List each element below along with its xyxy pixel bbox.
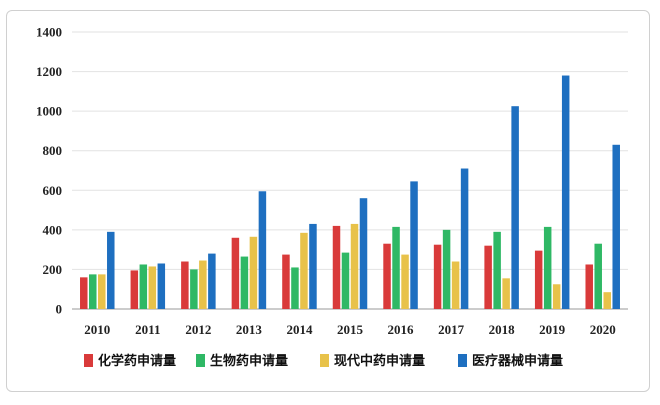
legend-swatch [320, 354, 329, 367]
bar-4-2011 [157, 263, 166, 309]
chart-frame [6, 10, 650, 392]
bar-2-2013 [240, 256, 249, 309]
bar-3-2018 [502, 278, 510, 309]
y-tick-label: 800 [43, 143, 63, 158]
bar-4-2016 [410, 181, 418, 309]
y-tick-label: 1400 [36, 25, 62, 40]
x-tick-label: 2017 [438, 322, 465, 337]
bar-4-2019 [561, 75, 570, 310]
x-tick-label: 2019 [539, 322, 566, 337]
y-tick-label: 600 [43, 183, 63, 198]
bar-1-2012 [181, 261, 189, 309]
legend-swatch [84, 354, 93, 367]
x-tick-label: 2010 [84, 322, 110, 337]
legend-label: 医疗器械申请量 [472, 353, 563, 369]
x-tick-label: 2016 [388, 322, 415, 337]
legend-item: 现代中药申请量 [320, 353, 425, 369]
bar-1-2013 [231, 237, 240, 309]
bar-1-2018 [484, 245, 492, 309]
bar-1-2016 [383, 243, 391, 309]
bar-3-2011 [148, 266, 157, 309]
legend-swatch [458, 354, 467, 367]
x-tick-label: 2014 [286, 322, 313, 337]
bar-4-2017 [460, 168, 469, 309]
bar-1-2020 [585, 264, 593, 309]
x-tick-label: 2013 [236, 322, 263, 337]
legend-label: 化学药申请量 [98, 353, 176, 369]
bar-2-2016 [392, 226, 400, 309]
bar-2-2020 [594, 243, 602, 309]
x-axis: 2010 2011 2012 2013 2014 2015 2016 2017 2018 2019… [84, 322, 615, 337]
bar-3-2012 [199, 260, 207, 309]
bar-1-2017 [433, 244, 442, 309]
bar-3-2014 [300, 232, 308, 309]
legend-swatch [196, 354, 205, 367]
legend-item: 化学药申请量 [84, 353, 176, 369]
bar-1-2019 [534, 250, 543, 309]
bar-3-2015 [350, 223, 359, 309]
bar-3-2010 [98, 274, 106, 309]
bar-2-2012 [190, 269, 198, 309]
bar-4-2015 [359, 198, 368, 309]
legend-label: 现代中药申请量 [334, 353, 425, 369]
bars [80, 75, 620, 310]
bar-3-2017 [451, 261, 460, 309]
legend: 化学药申请量 生物药申请量 现代中药申请量 医疗器械申请量 [84, 353, 563, 369]
bar-4-2014 [309, 223, 317, 309]
y-tick-label: 400 [43, 222, 63, 237]
legend-label: 生物药申请量 [210, 353, 288, 369]
bar-3-2016 [401, 254, 409, 309]
bar-4-2010 [107, 231, 115, 309]
y-axis: 0 200 400 600 800 1000 1200 1400 [36, 25, 62, 317]
bar-3-2019 [552, 284, 561, 309]
x-tick-label: 2015 [337, 322, 364, 337]
x-tick-label: 2011 [135, 322, 160, 337]
x-tick-label: 2012 [185, 322, 211, 337]
bar-2-2014 [291, 267, 299, 309]
bar-3-2020 [603, 292, 611, 309]
bar-1-2015 [332, 225, 341, 309]
y-tick-label: 1000 [36, 104, 62, 119]
y-tick-label: 1200 [36, 64, 62, 79]
bar-1-2014 [282, 254, 290, 309]
bar-2-2018 [493, 231, 501, 309]
bar-1-2011 [130, 270, 139, 309]
bar-2-2015 [341, 252, 350, 309]
bar-1-2010 [80, 277, 88, 309]
bar-4-2012 [208, 253, 216, 309]
legend-item: 生物药申请量 [196, 353, 288, 369]
x-tick-label: 2018 [489, 322, 516, 337]
x-tick-label: 2020 [590, 322, 616, 337]
y-tick-label: 0 [56, 302, 63, 317]
bar-3-2013 [249, 236, 258, 309]
legend-item: 医疗器械申请量 [458, 353, 563, 369]
bar-2-2011 [139, 264, 148, 309]
bar-2-2019 [543, 226, 552, 309]
bar-4-2020 [612, 144, 620, 309]
bar-2-2017 [442, 229, 451, 309]
bar-2-2010 [89, 274, 97, 309]
y-tick-label: 200 [43, 262, 63, 277]
bar-4-2018 [511, 106, 519, 309]
bar-4-2013 [258, 191, 267, 309]
